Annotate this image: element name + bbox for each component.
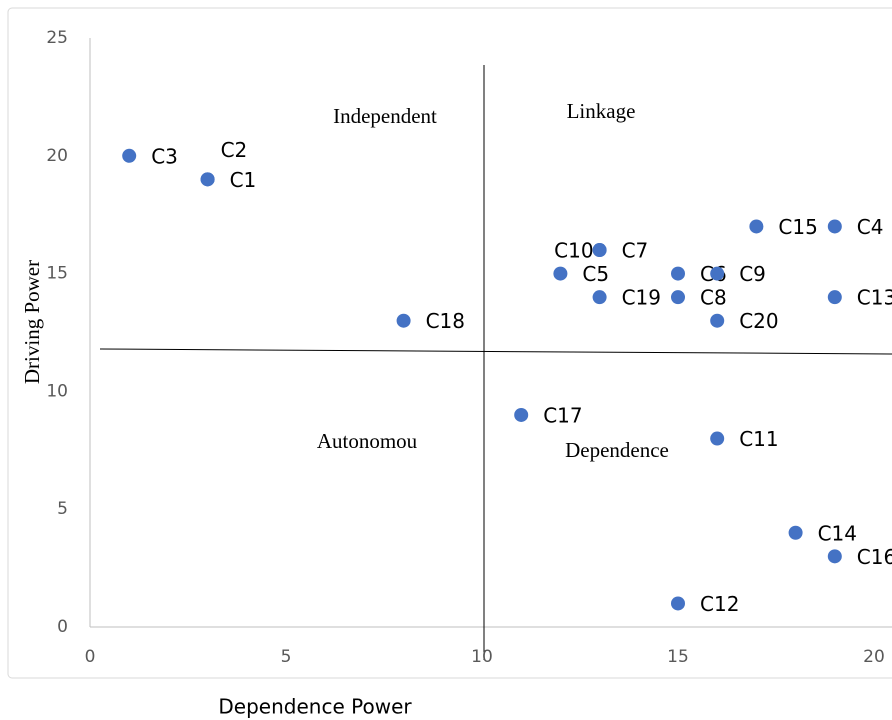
y-tick-label: 10: [46, 381, 68, 401]
y-tick-label: 25: [46, 28, 68, 48]
point-label: C13: [857, 286, 892, 310]
data-point: [828, 549, 842, 563]
data-point: [828, 219, 842, 233]
point-label: C20: [739, 309, 778, 333]
point-label: C10: [554, 239, 593, 263]
point-label: C19: [622, 286, 661, 310]
x-tick-label: 10: [471, 647, 493, 667]
x-axis-title: Dependence Power: [218, 695, 412, 719]
data-point: [710, 432, 724, 446]
point-label: C2: [221, 138, 248, 162]
point-label: C4: [857, 215, 884, 239]
y-tick-label: 0: [57, 617, 68, 637]
point-label: C8: [700, 286, 727, 310]
point-label: C18: [426, 309, 465, 333]
chart: Driving Power Dependence Power 0 5 10 15 20 2…: [0, 0, 892, 720]
data-point: [710, 314, 724, 328]
point-label: C5: [582, 262, 609, 286]
data-point: [710, 267, 724, 281]
y-axis-title: Driving Power: [20, 260, 44, 384]
point-label: C16: [857, 545, 892, 569]
point-label: C1: [230, 168, 257, 192]
point-label: C17: [543, 403, 582, 427]
data-point: [593, 243, 607, 257]
data-point: [593, 290, 607, 304]
data-point: [553, 267, 567, 281]
y-tick-label: 15: [46, 264, 68, 284]
point-label: C7: [622, 239, 649, 263]
point-label: C3: [151, 144, 178, 168]
data-point: [671, 596, 685, 610]
quadrant-label: Linkage: [567, 99, 636, 123]
point-label: C15: [778, 215, 817, 239]
data-point: [122, 149, 136, 163]
point-label: C14: [818, 521, 857, 545]
data-point: [671, 267, 685, 281]
x-tick-label: 15: [667, 647, 689, 667]
point-label: C12: [700, 592, 739, 616]
y-tick-label: 20: [46, 146, 68, 166]
data-point: [201, 172, 215, 186]
quadrant-label: Autonomou: [317, 429, 418, 453]
quadrant-label: Dependence: [565, 438, 669, 462]
quadrant-divider-horizontal: [100, 349, 892, 354]
x-tick-label: 0: [85, 647, 96, 667]
point-label: C9: [739, 262, 766, 286]
data-point: [671, 290, 685, 304]
point-label: C11: [739, 427, 778, 451]
data-point: [397, 314, 411, 328]
data-point: [789, 526, 803, 540]
quadrant-label: Independent: [333, 104, 437, 128]
y-tick-label: 5: [57, 499, 68, 519]
data-point: [828, 290, 842, 304]
x-tick-label: 5: [281, 647, 292, 667]
data-point: [514, 408, 528, 422]
x-tick-label: 20: [863, 647, 885, 667]
chart-border: [8, 8, 892, 678]
data-point: [749, 219, 763, 233]
